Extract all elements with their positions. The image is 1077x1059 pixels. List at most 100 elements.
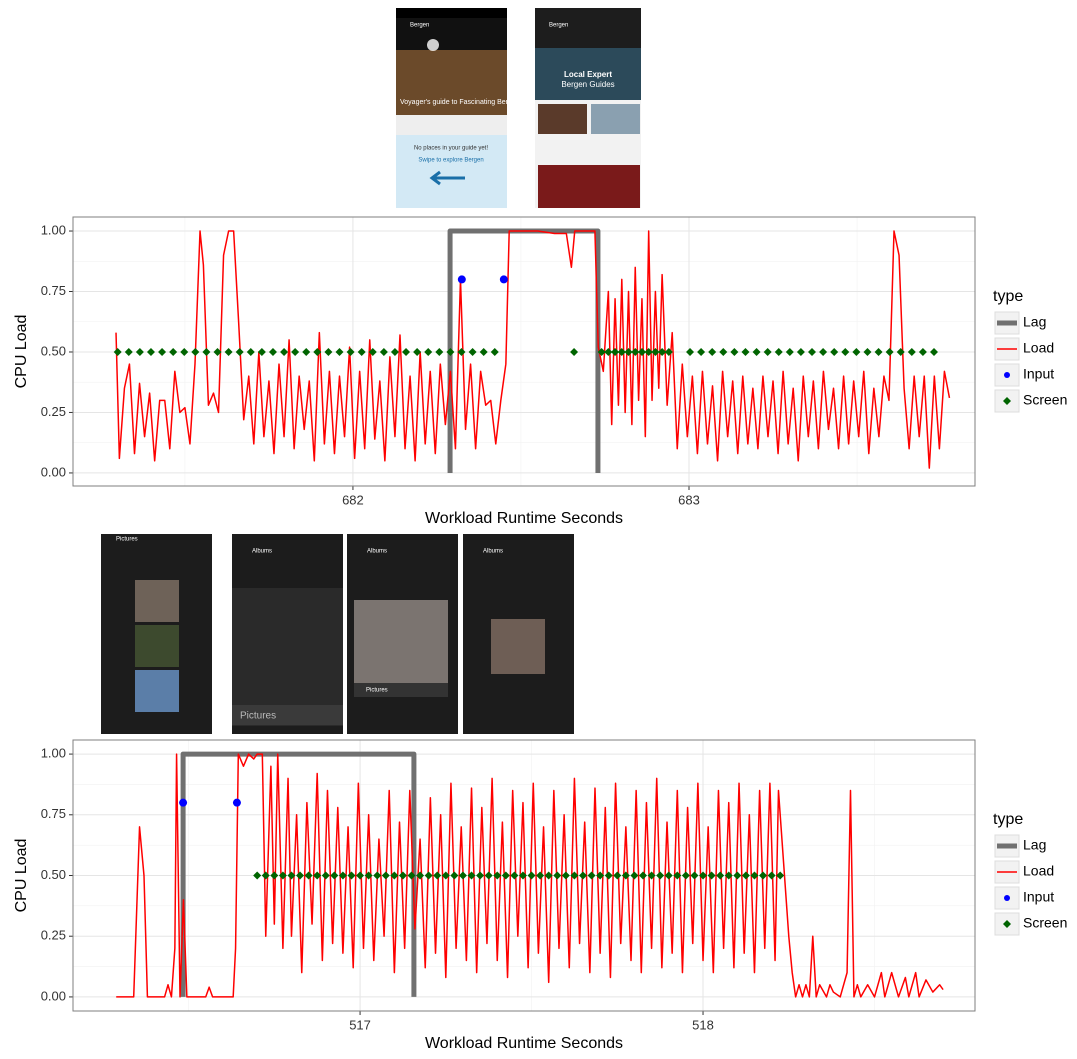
- screen-point: [304, 871, 313, 880]
- screen-point: [527, 871, 536, 880]
- screen-point: [224, 347, 233, 356]
- screen-point: [373, 871, 382, 880]
- app-title: Bergen: [410, 23, 429, 29]
- legend-title: type: [993, 288, 1023, 305]
- screen-point: [907, 347, 916, 356]
- x-axis-title: Workload Runtime Seconds: [425, 510, 623, 527]
- screen-point: [124, 347, 133, 356]
- y-tick-label: 0.25: [41, 404, 66, 419]
- y-tick-label: 0.75: [41, 806, 66, 821]
- series-line: [115, 230, 951, 469]
- screen-point: [398, 871, 407, 880]
- screen-point: [493, 871, 502, 880]
- screen-point: [381, 871, 390, 880]
- screen-point: [673, 871, 682, 880]
- screen-point: [830, 347, 839, 356]
- screenshot: Albums Pictures: [232, 534, 343, 734]
- y-tick-label: 0.50: [41, 343, 66, 358]
- hint: Swipe to explore Bergen: [418, 158, 483, 164]
- screen-point: [510, 871, 519, 880]
- screen-point: [658, 347, 667, 356]
- y-tick-label: 0.00: [41, 988, 66, 1003]
- screen-point: [570, 871, 579, 880]
- y-tick-label: 0.50: [41, 867, 66, 882]
- swipe-arrow: [429, 170, 465, 186]
- screen-point: [707, 871, 716, 880]
- screen-point: [180, 347, 189, 356]
- photo: [354, 600, 448, 697]
- app-title: Bergen: [549, 23, 568, 29]
- photo: [491, 619, 545, 674]
- screen-point: [313, 871, 322, 880]
- screen-point: [553, 871, 562, 880]
- panel-border: [72, 216, 976, 487]
- screen-point: [347, 871, 356, 880]
- screen-point: [686, 347, 695, 356]
- banner: Voyager's guide to Fascinating Bergen: [400, 99, 520, 106]
- y-tick-label: 1.00: [41, 746, 66, 761]
- y-axis-title: CPU Load: [13, 315, 30, 389]
- legend-swatch: [1003, 920, 1011, 928]
- screen-point: [146, 347, 155, 356]
- screen-point: [644, 347, 653, 356]
- banner: Local Expert: [564, 70, 612, 79]
- screen-point: [402, 347, 411, 356]
- screen-point: [202, 347, 211, 356]
- screen-point: [604, 347, 613, 356]
- x-tick-label: 517: [349, 1017, 371, 1032]
- status-bar: [396, 8, 507, 18]
- screen-point: [656, 871, 665, 880]
- screen-point: [458, 871, 467, 880]
- screen-point: [651, 347, 660, 356]
- screen-point: [518, 871, 527, 880]
- screen-point: [479, 347, 488, 356]
- screen-point: [544, 871, 553, 880]
- screen-point: [368, 347, 377, 356]
- screen-point: [863, 347, 872, 356]
- screen-point: [536, 871, 545, 880]
- screen-point: [433, 871, 442, 880]
- photo: [538, 104, 587, 134]
- y-tick-label: 1.00: [41, 222, 66, 237]
- screen-point: [611, 347, 620, 356]
- screen-point: [441, 871, 450, 880]
- panel: [396, 115, 507, 135]
- screen-point: [699, 871, 708, 880]
- screen-point: [587, 871, 596, 880]
- screen-point: [741, 871, 750, 880]
- screen-point: [416, 871, 425, 880]
- screen-point: [390, 871, 399, 880]
- screen-point: [413, 347, 422, 356]
- legend-label: Input: [1023, 889, 1054, 905]
- folder-bar: [232, 705, 343, 725]
- x-tick-label: 683: [678, 492, 700, 507]
- screen-point: [885, 347, 894, 356]
- screen-point: [561, 871, 570, 880]
- screen-point: [287, 871, 296, 880]
- screen-point: [841, 347, 850, 356]
- input-point: [499, 275, 508, 284]
- y-tick-label: 0.25: [41, 928, 66, 943]
- screen-point: [808, 347, 817, 356]
- photo: [135, 580, 179, 622]
- screen-point: [796, 347, 805, 356]
- screen-point: [730, 347, 739, 356]
- screen-point: [930, 347, 938, 356]
- screen-point: [335, 347, 344, 356]
- legend-label: Input: [1023, 366, 1054, 382]
- screen-point: [357, 347, 366, 356]
- screen-point: [852, 347, 861, 356]
- input-point: [179, 798, 188, 807]
- app-bar: [535, 8, 641, 48]
- screen-point: [664, 871, 673, 880]
- legend-label: Load: [1023, 340, 1054, 356]
- screen-point: [435, 347, 444, 356]
- screen-point: [750, 871, 759, 880]
- screen-point: [578, 871, 587, 880]
- panel: [396, 135, 507, 208]
- screen-point: [390, 347, 399, 356]
- screen-point: [621, 871, 630, 880]
- screen-point: [719, 347, 728, 356]
- screen-point: [630, 871, 639, 880]
- screenshot: Albums Pictures: [347, 534, 458, 734]
